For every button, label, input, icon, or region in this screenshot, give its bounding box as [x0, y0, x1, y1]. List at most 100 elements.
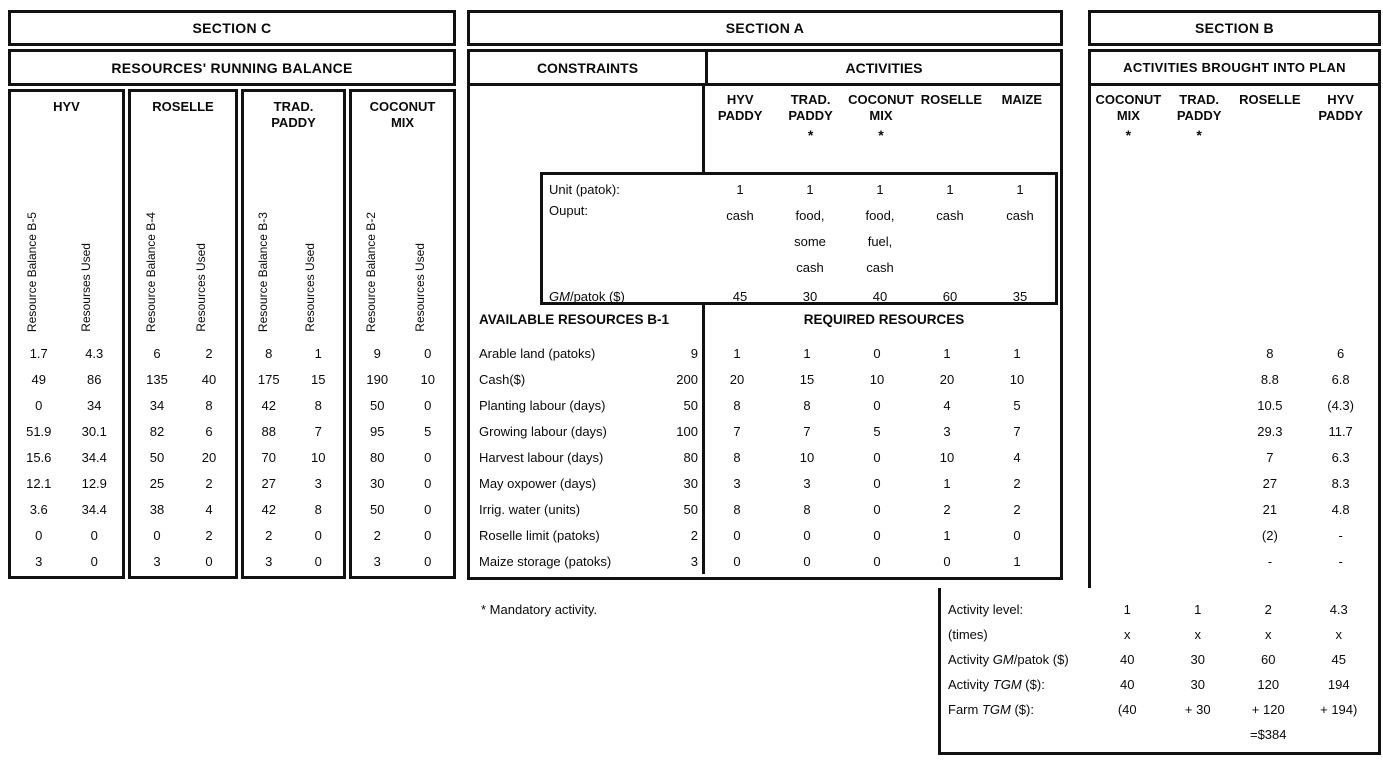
table-row: 38 4 — [131, 496, 235, 522]
resources-table: Arable land (patoks) 9 1 1 0 1 1 Cash($) 200 20 1… — [470, 340, 1060, 574]
table-row: 82 6 — [131, 418, 235, 444]
balance-value: 3 — [153, 553, 161, 569]
rotated-column-labels: Resource Balance B-5 Resourses Used — [11, 144, 122, 334]
balance-value: 3 — [373, 553, 381, 569]
balance-value: 95 — [370, 423, 385, 439]
activity-definition-box: Unit (patok): 1 1 1 1 1 Ouput: cash food… — [540, 172, 1058, 305]
farm-tgm-total: =$384 — [1249, 727, 1287, 742]
required-value: 10 — [939, 449, 955, 465]
balance-value: 50 — [149, 449, 165, 465]
activity-name-line2 — [916, 108, 986, 124]
activity-name-line1: TRAD. — [1179, 92, 1219, 107]
balance-value: 80 — [370, 449, 385, 465]
plan-cell: - — [1338, 553, 1343, 569]
farm-tgm-term: + 120 — [1251, 702, 1285, 717]
used-value: 7 — [314, 423, 322, 439]
used-value: 0 — [205, 553, 213, 569]
required-value: 8 — [803, 501, 811, 517]
available-value: 100 — [676, 423, 698, 439]
crop-name-line2: PADDY — [271, 115, 316, 130]
required-value: 20 — [939, 371, 955, 387]
unit-value: 1 — [736, 181, 744, 197]
plan-cell: - — [1267, 553, 1273, 569]
gross-margin-row: GM/patok ($) 45 30 40 60 35 — [543, 281, 1055, 311]
table-row: 49 86 — [11, 366, 122, 392]
unit-row: Unit (patok): 1 1 1 1 1 — [543, 175, 1055, 203]
crop-name-line1: HYV — [53, 99, 80, 114]
crop-column-title: TRAD. PADDY — [244, 92, 343, 144]
balance-value: 15.6 — [26, 449, 52, 465]
mandatory-asterisk — [916, 124, 986, 146]
required-value: 3 — [803, 475, 811, 491]
label-suffix: ($): — [1021, 677, 1045, 692]
farm-tgm-term: (40 — [1117, 702, 1137, 717]
table-row: 25 2 — [131, 470, 235, 496]
balance-value: 0 — [35, 397, 43, 413]
resources-used-label: Resources Used — [303, 243, 318, 332]
activity-header-hyv-paddy: HYV PADDY — [705, 92, 775, 146]
mandatory-activity-footnote: * Mandatory activity. — [481, 602, 598, 617]
unit-value: 1 — [806, 181, 814, 197]
activity-tgm-value: 40 — [1120, 677, 1135, 692]
available-value: 3 — [690, 553, 698, 569]
activity-level-value: 2 — [1264, 602, 1272, 617]
mandatory-asterisk — [987, 124, 1057, 146]
required-value: 0 — [803, 553, 811, 569]
crop-column-roselle: ROSELLE Resource Balance B-4 Resources U… — [128, 89, 238, 579]
required-value: 1 — [943, 475, 951, 491]
rotated-column-labels: Resource Balance B-2 Resources Used — [352, 144, 453, 334]
resource-balance-label: Resource Balance B-5 — [25, 211, 40, 332]
table-row: 3.6 34.4 — [11, 496, 122, 522]
used-value: 3 — [314, 475, 322, 491]
plan-cell: 21 — [1262, 501, 1278, 517]
resource-label: Maize storage (patoks) — [479, 553, 612, 569]
rotated-column-labels: Resource Balance B-4 Resources Used — [131, 144, 235, 334]
plan-cell: 7 — [1266, 449, 1274, 465]
mandatory-asterisk — [1305, 124, 1376, 146]
crop-column-trad-paddy: TRAD. PADDY Resource Balance B-3 Resourc… — [241, 89, 346, 579]
table-row: 70 10 — [244, 444, 343, 470]
activity-name-line2: PADDY — [1176, 108, 1222, 123]
farm-tgm-term: + 30 — [1184, 702, 1211, 717]
table-row: 0 34 — [11, 392, 122, 418]
resource-label: Harvest labour (days) — [479, 449, 604, 465]
required-value: 1 — [1013, 553, 1021, 569]
table-row: 95 5 — [352, 418, 453, 444]
used-value: 12.9 — [81, 475, 107, 491]
crop-name-line1: ROSELLE — [152, 99, 214, 114]
required-value: 2 — [943, 501, 951, 517]
used-value: 15 — [311, 371, 326, 387]
section-b-header: SECTION B — [1088, 10, 1381, 46]
balance-value: 50 — [370, 397, 385, 413]
used-value: 0 — [424, 501, 432, 517]
required-value: 0 — [873, 397, 881, 413]
table-row: 175 15 — [244, 366, 343, 392]
balance-value: 190 — [366, 371, 389, 387]
activity-name-line1: COCONUT — [1095, 92, 1162, 107]
required-value: 0 — [873, 449, 881, 465]
resource-balance-label: Resource Balance B-2 — [364, 211, 379, 332]
activity-name-line2: MIX — [1116, 108, 1140, 123]
resources-used-label: Resources Used — [193, 243, 208, 332]
available-value: 50 — [683, 397, 698, 413]
balance-value: 38 — [149, 501, 165, 517]
plan-header-trad-paddy: TRAD. PADDY * — [1164, 92, 1235, 146]
required-value: 1 — [733, 345, 741, 361]
crop-column-title: HYV — [11, 92, 122, 144]
activity-tgm-value: 30 — [1190, 677, 1205, 692]
section-a-header: SECTION A — [467, 10, 1063, 46]
used-value: 4 — [205, 501, 213, 517]
balance-value: 135 — [146, 371, 168, 387]
resources-used-label: Resources Used — [412, 243, 427, 332]
section-b-title: SECTION B — [1195, 20, 1274, 36]
available-value: 200 — [676, 371, 698, 387]
used-value: 86 — [87, 371, 102, 387]
times-label: (times) — [948, 627, 988, 642]
plan-cell: (2) — [1261, 527, 1278, 543]
activity-tgm-value: 120 — [1257, 677, 1280, 692]
balance-value: 42 — [261, 397, 276, 413]
balance-value: 30 — [370, 475, 385, 491]
activity-gm-value: 45 — [1331, 652, 1346, 667]
